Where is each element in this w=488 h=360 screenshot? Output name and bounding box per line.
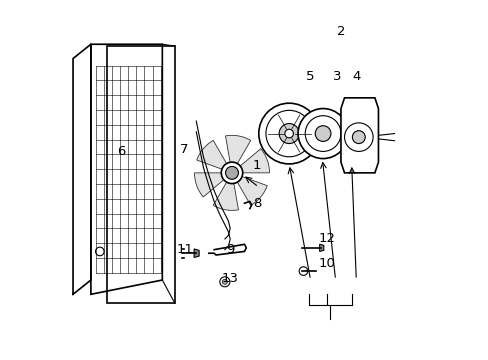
Circle shape — [279, 123, 299, 144]
Circle shape — [225, 166, 238, 179]
Circle shape — [222, 279, 227, 284]
Polygon shape — [194, 249, 199, 257]
Text: 4: 4 — [352, 70, 361, 83]
Text: 12: 12 — [318, 233, 334, 246]
Text: 5: 5 — [305, 70, 314, 83]
Text: 3: 3 — [332, 70, 341, 83]
Polygon shape — [319, 244, 323, 251]
Text: 2: 2 — [336, 25, 345, 38]
Polygon shape — [340, 98, 378, 173]
Text: 6: 6 — [117, 145, 125, 158]
Circle shape — [220, 277, 229, 287]
Circle shape — [221, 162, 242, 184]
Circle shape — [352, 131, 365, 144]
Polygon shape — [196, 140, 227, 170]
Polygon shape — [236, 176, 267, 205]
Circle shape — [258, 103, 319, 164]
Circle shape — [315, 126, 330, 141]
Polygon shape — [213, 181, 238, 210]
Polygon shape — [194, 173, 224, 197]
Text: 9: 9 — [225, 243, 234, 256]
Text: 13: 13 — [221, 272, 238, 285]
Polygon shape — [225, 135, 250, 165]
Text: 10: 10 — [318, 257, 334, 270]
Text: 1: 1 — [252, 159, 261, 172]
Circle shape — [299, 267, 307, 275]
Polygon shape — [238, 149, 269, 173]
Text: 11: 11 — [177, 243, 194, 256]
Text: 7: 7 — [179, 143, 188, 156]
Circle shape — [285, 129, 293, 138]
Circle shape — [298, 109, 347, 158]
Text: 8: 8 — [252, 197, 261, 210]
